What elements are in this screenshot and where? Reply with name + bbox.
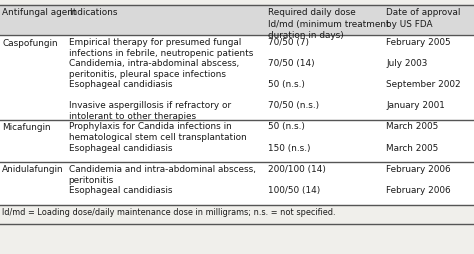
- Bar: [0, 163, 474, 205]
- Text: January 2001: January 2001: [386, 101, 445, 110]
- Text: 70/50 (14): 70/50 (14): [268, 59, 314, 68]
- Text: 150 (n.s.): 150 (n.s.): [268, 143, 310, 152]
- Text: March 2005: March 2005: [386, 143, 438, 152]
- Text: Esophageal candidiasis: Esophageal candidiasis: [69, 185, 172, 194]
- Text: Anidulafungin: Anidulafungin: [2, 165, 64, 174]
- Text: Candidemia and intra-abdominal abscess,
peritonitis: Candidemia and intra-abdominal abscess, …: [69, 164, 256, 184]
- Text: July 2003: July 2003: [386, 59, 428, 68]
- Bar: [0, 6, 474, 36]
- Bar: [0, 205, 474, 224]
- Text: 50 (n.s.): 50 (n.s.): [268, 122, 305, 131]
- Text: February 2005: February 2005: [386, 38, 451, 46]
- Text: Empirical therapy for presumed fungal
infections in febrile, neutropenic patient: Empirical therapy for presumed fungal in…: [69, 38, 253, 58]
- Text: Esophageal candidiasis: Esophageal candidiasis: [69, 80, 172, 89]
- Text: February 2006: February 2006: [386, 185, 451, 194]
- Text: Indications: Indications: [69, 8, 117, 17]
- Text: 100/50 (14): 100/50 (14): [268, 185, 320, 194]
- Bar: [0, 121, 474, 163]
- Text: Invasive aspergillosis if refractory or
intolerant to other therapies: Invasive aspergillosis if refractory or …: [69, 101, 231, 121]
- Text: 50 (n.s.): 50 (n.s.): [268, 80, 305, 89]
- Text: Date of approval
by US FDA: Date of approval by US FDA: [386, 8, 461, 28]
- Text: Esophageal candidiasis: Esophageal candidiasis: [69, 143, 172, 152]
- Text: 70/50 (7): 70/50 (7): [268, 38, 309, 46]
- Text: Candidemia, intra-abdominal abscess,
peritonitis, pleural space infections: Candidemia, intra-abdominal abscess, per…: [69, 59, 239, 79]
- Bar: [0, 36, 474, 121]
- Text: February 2006: February 2006: [386, 164, 451, 173]
- Text: Caspofungin: Caspofungin: [2, 38, 58, 47]
- Text: 200/100 (14): 200/100 (14): [268, 164, 326, 173]
- Text: Prophylaxis for Candida infections in
hematological stem cell transplantation: Prophylaxis for Candida infections in he…: [69, 122, 246, 142]
- Text: 70/50 (n.s.): 70/50 (n.s.): [268, 101, 319, 110]
- Text: March 2005: March 2005: [386, 122, 438, 131]
- Text: ld/md = Loading dose/daily maintenance dose in milligrams; n.s. = not specified.: ld/md = Loading dose/daily maintenance d…: [2, 208, 336, 216]
- Text: Antifungal agent: Antifungal agent: [2, 8, 77, 17]
- Text: September 2002: September 2002: [386, 80, 461, 89]
- Text: Micafungin: Micafungin: [2, 123, 51, 132]
- Text: Required daily dose
ld/md (minimum treatment
duration in days): Required daily dose ld/md (minimum treat…: [268, 8, 390, 39]
